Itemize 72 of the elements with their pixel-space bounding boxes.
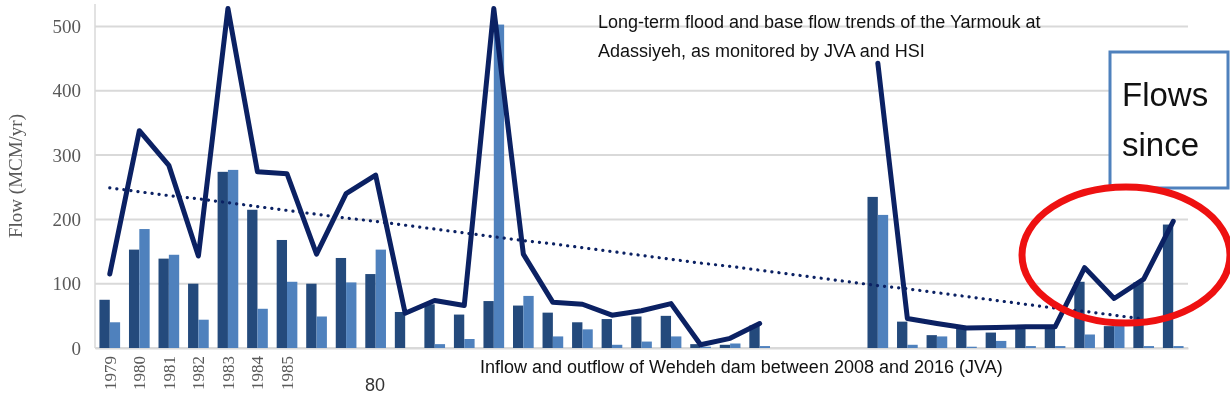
bar bbox=[1103, 326, 1115, 348]
bar bbox=[128, 249, 140, 348]
bar bbox=[611, 344, 623, 348]
bar bbox=[276, 239, 288, 348]
bar bbox=[907, 344, 918, 348]
x-tick-label: 1985 bbox=[277, 356, 297, 390]
bar bbox=[335, 257, 347, 348]
bar bbox=[168, 254, 180, 348]
y-tick-label: 200 bbox=[52, 208, 81, 230]
bar bbox=[99, 299, 110, 348]
x-tick-label: 1981 bbox=[159, 356, 179, 390]
bar bbox=[375, 249, 386, 348]
bar bbox=[1084, 334, 1095, 348]
bar bbox=[424, 304, 435, 348]
bar bbox=[365, 274, 376, 348]
bar bbox=[523, 295, 534, 348]
bar bbox=[247, 209, 258, 348]
bar bbox=[601, 319, 612, 348]
bar bbox=[719, 344, 731, 348]
bar bbox=[671, 336, 682, 348]
bar bbox=[542, 312, 553, 348]
y-tick-label: 500 bbox=[52, 16, 81, 38]
x-tick-label: 1984 bbox=[248, 355, 268, 390]
y-tick-label: 0 bbox=[71, 337, 81, 359]
bar bbox=[660, 315, 672, 348]
x-tick-label: 1982 bbox=[189, 356, 209, 390]
y-tick-label: 400 bbox=[52, 80, 81, 102]
bar bbox=[995, 340, 1007, 348]
bar bbox=[434, 344, 446, 348]
text: Inflow and outflow of Wehdeh dam between 2008 and 2016 (JVA) bbox=[480, 357, 1003, 377]
annotation: Flows since bbox=[1122, 76, 1209, 163]
y-tick-label: 300 bbox=[52, 144, 81, 166]
bar bbox=[227, 169, 239, 348]
bar bbox=[453, 314, 465, 348]
bar bbox=[897, 321, 908, 348]
bar bbox=[198, 319, 209, 348]
bar bbox=[217, 171, 228, 348]
bar bbox=[346, 282, 357, 348]
bar bbox=[139, 229, 150, 348]
x-tick-label: 1979 bbox=[100, 356, 120, 390]
bar bbox=[572, 322, 583, 348]
bar bbox=[158, 258, 169, 348]
bar bbox=[956, 328, 967, 348]
text: 80 bbox=[364, 375, 386, 395]
y-tick-label: 100 bbox=[52, 273, 81, 295]
bar bbox=[985, 332, 996, 348]
bar bbox=[513, 305, 524, 348]
bar bbox=[188, 283, 199, 348]
bar bbox=[641, 341, 652, 348]
bar bbox=[552, 336, 564, 348]
bar bbox=[306, 283, 317, 348]
bar bbox=[926, 335, 937, 348]
bar bbox=[1044, 328, 1056, 348]
bar bbox=[464, 339, 475, 348]
bar bbox=[936, 336, 948, 348]
x-tick-label: 1983 bbox=[218, 356, 238, 390]
annotation: Long-term flood and base flow trends of the Yarmouk at Adassiyeh, as monitored by JVA and HSI bbox=[598, 12, 1041, 61]
x-tick-label: 1980 bbox=[130, 356, 150, 390]
bar bbox=[867, 196, 878, 348]
bar bbox=[287, 281, 298, 348]
bar bbox=[109, 322, 121, 348]
bar bbox=[257, 308, 268, 348]
bar bbox=[1114, 325, 1125, 348]
bar bbox=[582, 329, 593, 348]
bar bbox=[1015, 328, 1026, 348]
bar bbox=[483, 301, 494, 348]
bar bbox=[394, 311, 406, 348]
y-axis-title: Flow (MCM/yr) bbox=[5, 113, 27, 239]
bar bbox=[877, 214, 889, 348]
bar bbox=[730, 343, 741, 348]
bar bbox=[316, 316, 327, 348]
bar bbox=[631, 316, 642, 348]
